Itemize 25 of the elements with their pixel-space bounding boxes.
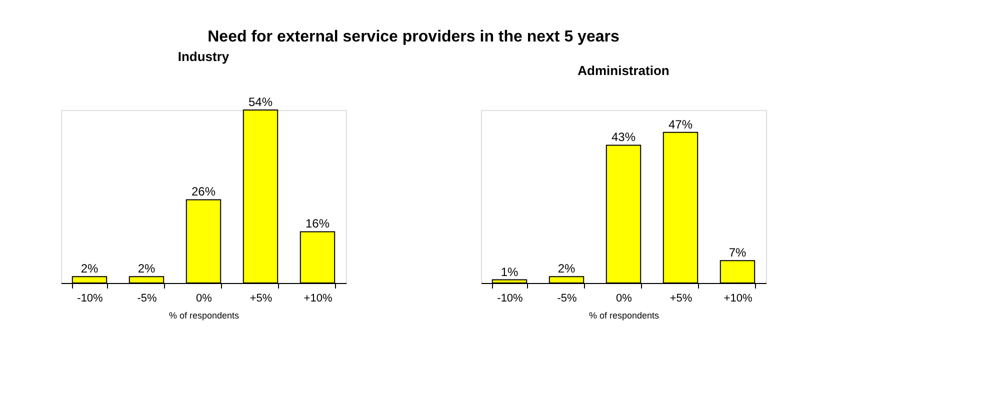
data-label: 7%	[728, 246, 746, 260]
x-tick-label: +10%	[304, 292, 332, 304]
x-tick-label: -5%	[137, 292, 157, 304]
data-label: 43%	[611, 130, 636, 144]
text: Need for external service providers in the next 5 years	[208, 28, 620, 46]
data-label: 2%	[558, 262, 576, 276]
data-label: 2%	[80, 262, 98, 276]
x-tick-label: +5%	[670, 292, 692, 304]
data-label: 16%	[305, 216, 330, 231]
data-label: 47%	[668, 117, 693, 132]
x-tick-label: -10%	[497, 292, 524, 304]
data-label: 2%	[138, 262, 156, 276]
data-label: 26%	[191, 184, 216, 199]
data-label: 1%	[500, 264, 518, 279]
x-axis-title: % of respondents	[168, 310, 240, 320]
x-tick-label: -5%	[557, 292, 577, 304]
x-tick-label: +10%	[724, 292, 752, 304]
chart-subtitle: Industry	[178, 49, 230, 64]
x-tick-label: 0%	[616, 292, 632, 304]
data-label: 54%	[248, 95, 273, 109]
chart-subtitle: Administration	[578, 63, 670, 78]
x-tick-label: 0%	[196, 292, 212, 304]
x-axis-title: % of respondents	[588, 310, 660, 320]
x-tick-label: -10%	[77, 292, 104, 304]
x-tick-label: +5%	[250, 292, 272, 304]
